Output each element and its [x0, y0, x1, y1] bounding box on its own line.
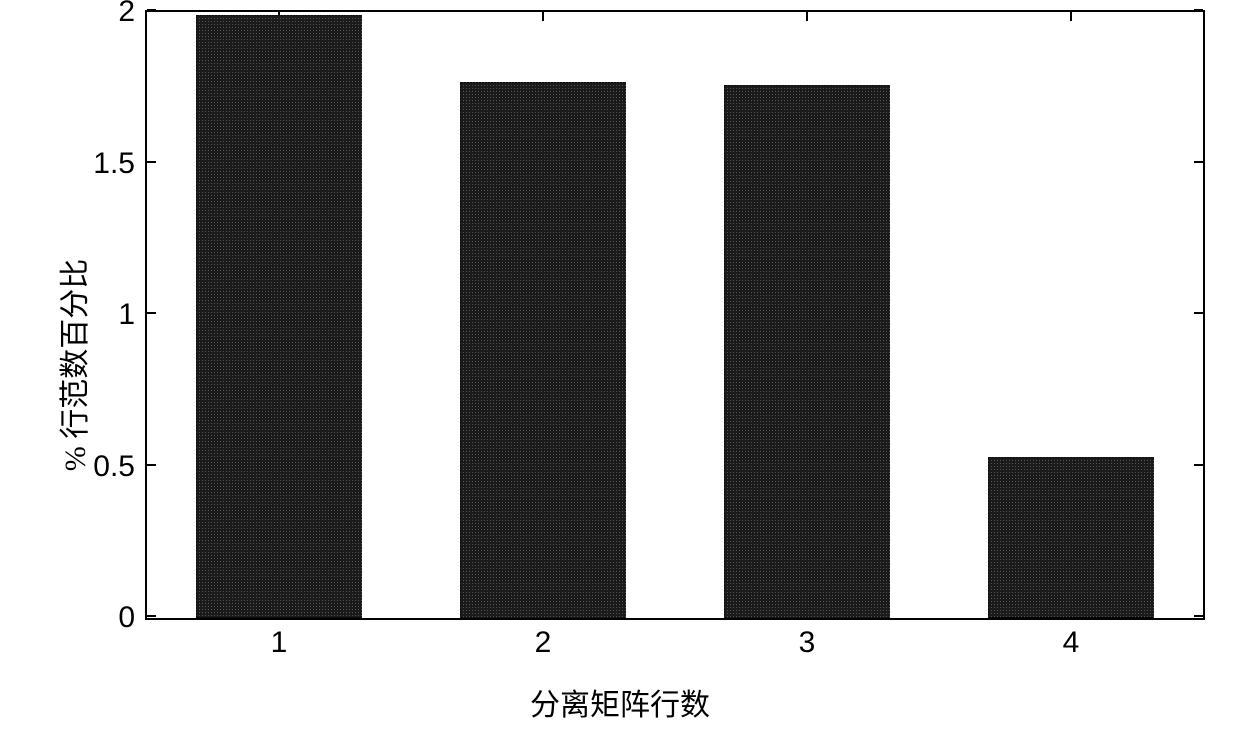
ytick-mark: [147, 615, 156, 617]
xtick-label: 1: [271, 626, 288, 660]
ytick-label: 1.5: [93, 147, 135, 181]
ytick-mark: [1194, 161, 1203, 163]
ytick-mark: [147, 161, 156, 163]
ytick-label: 0: [118, 601, 135, 635]
ytick-mark: [1194, 312, 1203, 314]
ytick-mark: [147, 464, 156, 466]
bar-4: [988, 457, 1155, 618]
ytick-mark: [1194, 9, 1203, 11]
bar-3: [724, 85, 891, 618]
ytick-mark: [147, 9, 156, 11]
ytick-mark: [1194, 615, 1203, 617]
ytick-label: 1: [118, 298, 135, 332]
x-axis-label: 分离矩阵行数: [530, 680, 710, 724]
bar-1: [196, 15, 363, 618]
plot-area: 0 0.5 1 1.5 2 1 2 3 4: [145, 10, 1205, 620]
xtick-label: 3: [799, 626, 816, 660]
bar-2: [460, 82, 627, 618]
xtick-label: 2: [535, 626, 552, 660]
ytick-label: 0.5: [93, 450, 135, 484]
ytick-mark: [147, 312, 156, 314]
ytick-label: 2: [118, 0, 135, 29]
xtick-label: 4: [1063, 626, 1080, 660]
y-axis-label: % 行范数百分比: [50, 259, 94, 472]
chart-container: % 行范数百分比 分离矩阵行数 0 0.5 1 1.5 2: [0, 0, 1240, 730]
xtick-mark: [542, 12, 544, 21]
xtick-mark: [806, 12, 808, 21]
xtick-mark: [1070, 12, 1072, 21]
ytick-mark: [1194, 464, 1203, 466]
